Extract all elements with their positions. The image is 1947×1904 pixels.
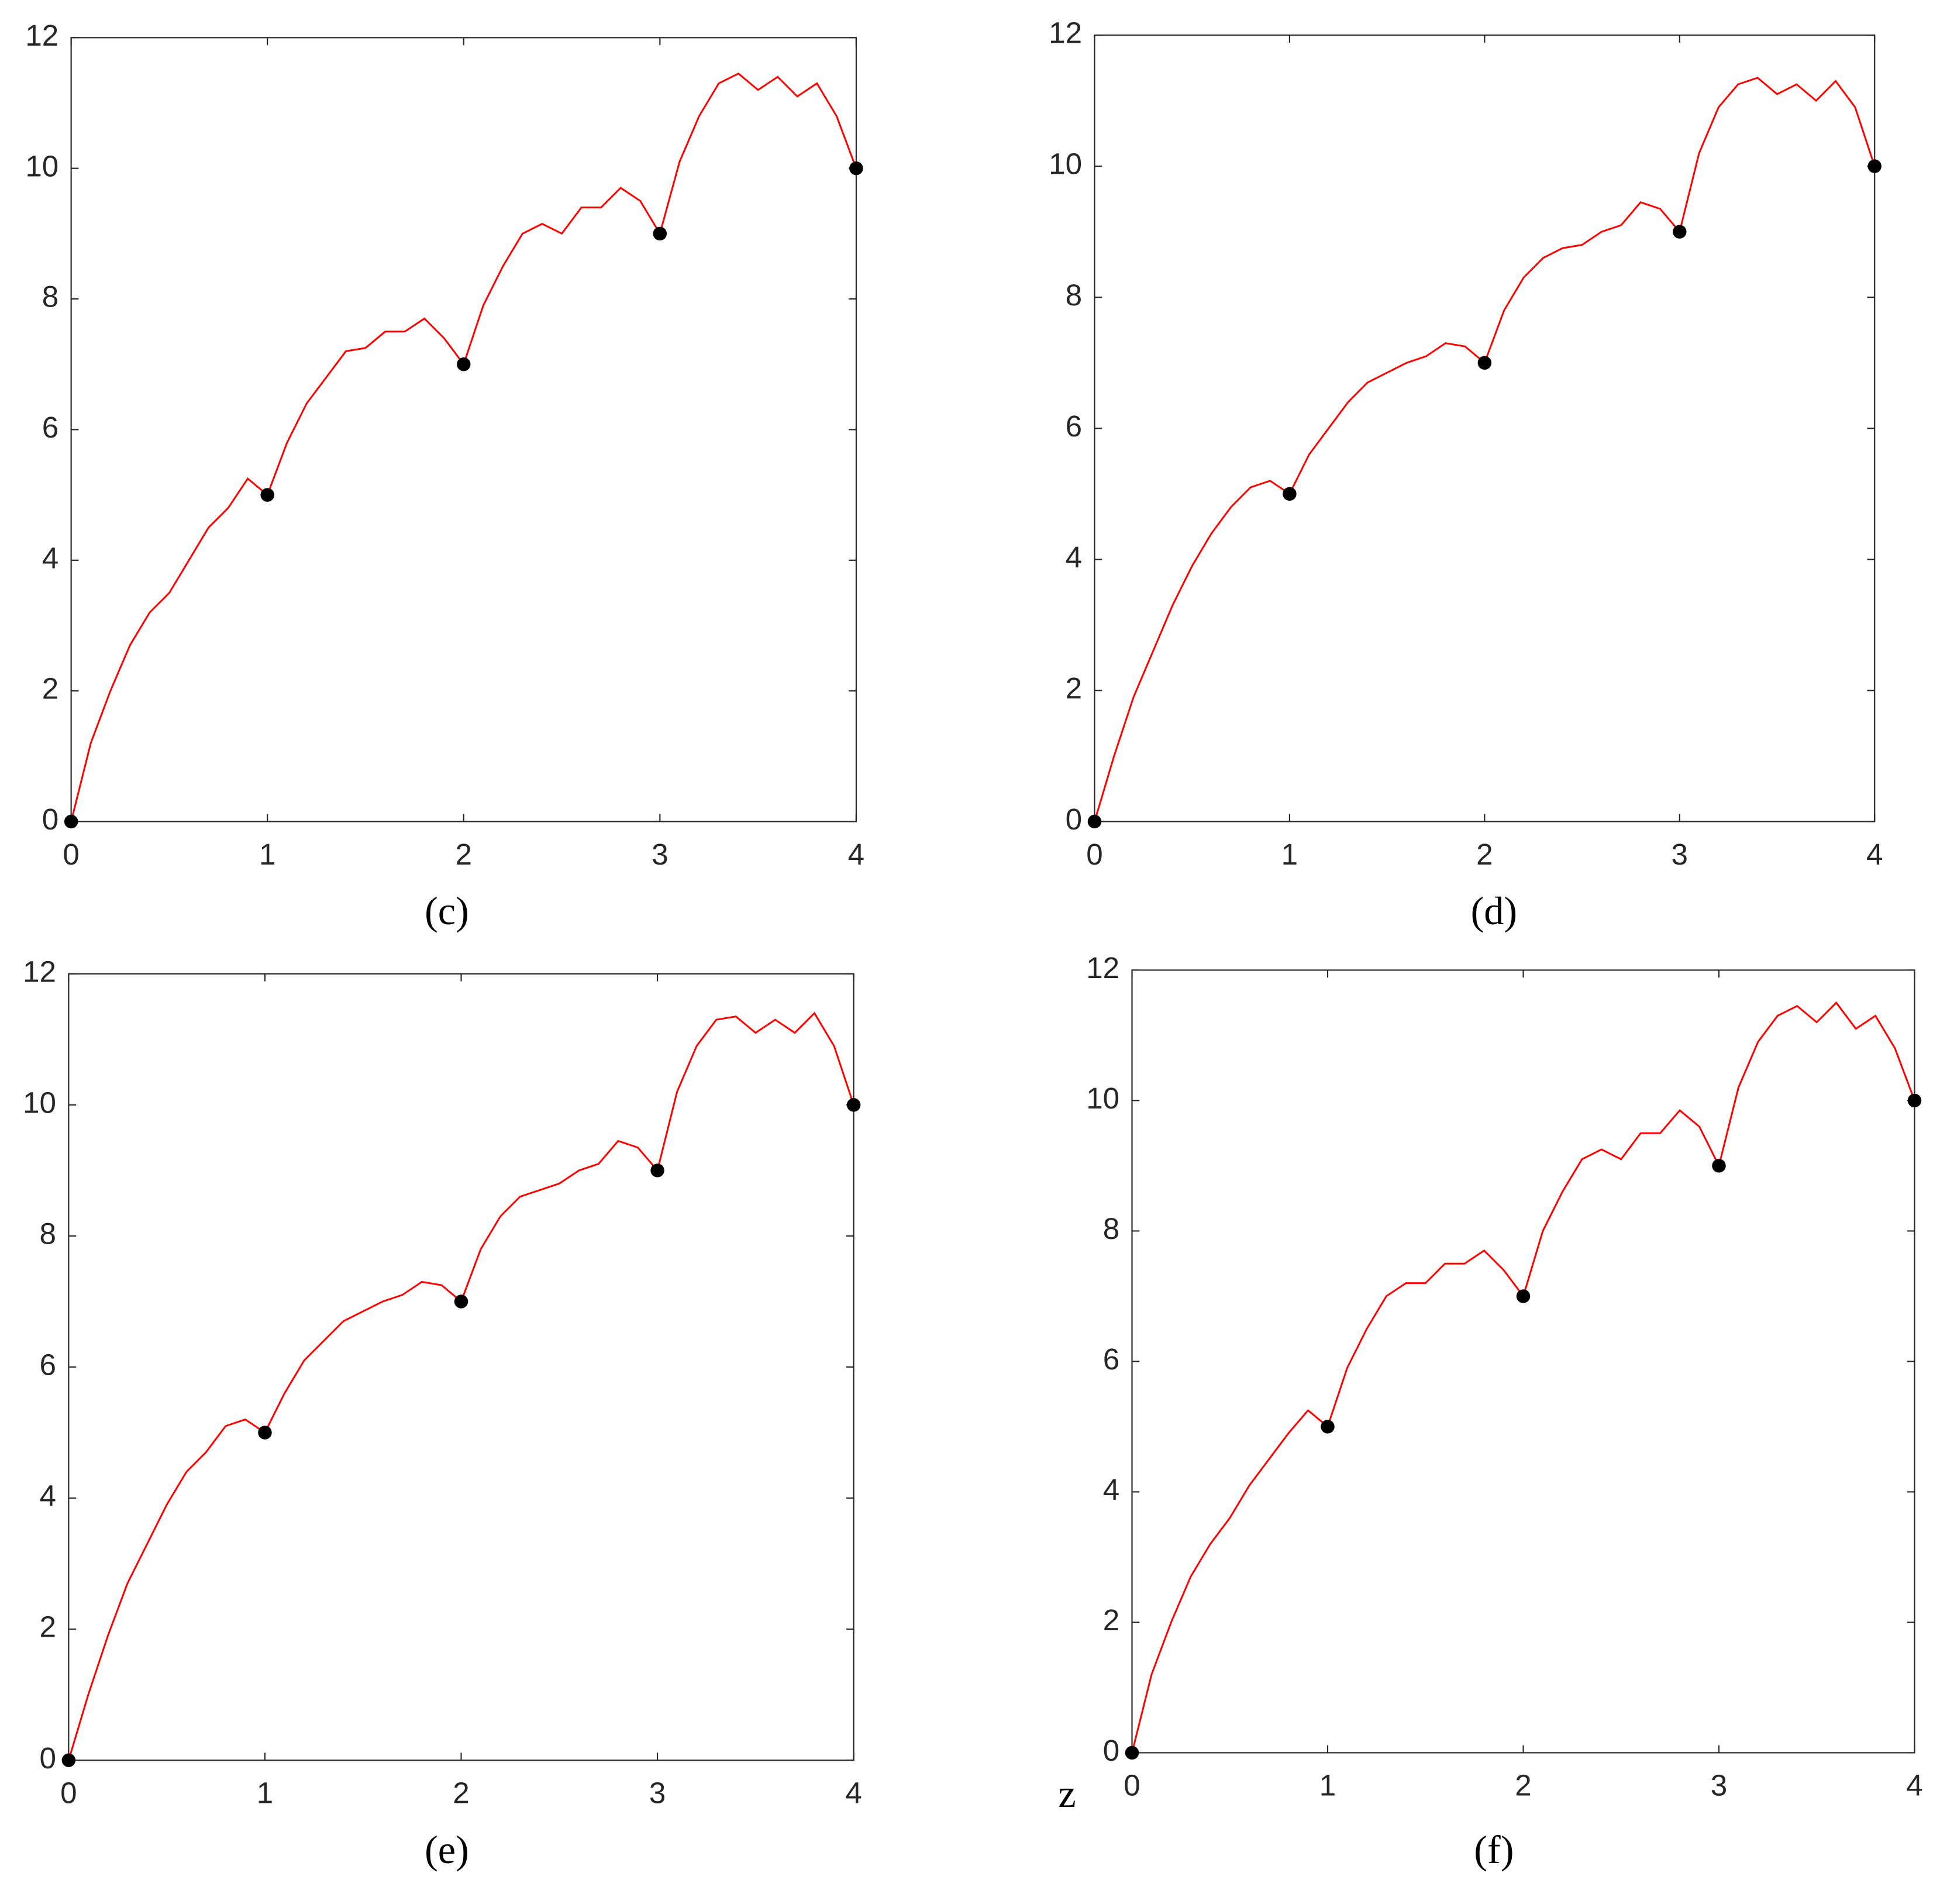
x-tick-label: 2 xyxy=(1476,838,1493,871)
y-tick-label: 6 xyxy=(42,411,58,444)
y-tick-label: 10 xyxy=(23,1086,56,1119)
data-line xyxy=(67,1011,855,1761)
x-tick-label: 1 xyxy=(259,838,275,871)
data-line xyxy=(70,73,857,822)
x-tick-label: 4 xyxy=(848,838,864,871)
data-point xyxy=(1321,1420,1335,1434)
x-tick-label: 4 xyxy=(845,1776,861,1810)
data-point xyxy=(653,226,667,241)
y-tick-label: 6 xyxy=(40,1348,56,1382)
y-tick-label: 8 xyxy=(40,1217,56,1251)
x-tick-label: 3 xyxy=(649,1776,666,1810)
axes-frame xyxy=(70,37,857,822)
y-tick-label: 12 xyxy=(23,955,56,988)
annotation: z xyxy=(1058,1771,1076,1816)
data-point xyxy=(1907,1093,1922,1108)
y-tick-label: 4 xyxy=(40,1479,56,1513)
data-point xyxy=(64,814,78,829)
data-point xyxy=(1867,159,1881,173)
y-tick-label: 2 xyxy=(40,1610,56,1644)
y-tick-label: 12 xyxy=(1086,951,1119,984)
data-point xyxy=(260,488,274,502)
axes-frame xyxy=(68,973,854,1761)
axes-frame xyxy=(1131,969,1915,1754)
data-point xyxy=(61,1753,76,1767)
x-tick-label: 3 xyxy=(1711,1769,1727,1802)
y-tick-label: 2 xyxy=(1066,672,1082,705)
panel-label: (c) xyxy=(425,889,469,933)
data-point xyxy=(1283,487,1297,501)
x-tick-label: 1 xyxy=(257,1776,273,1810)
y-tick-label: 12 xyxy=(25,19,58,52)
y-tick-label: 12 xyxy=(1049,16,1082,50)
y-tick-label: 10 xyxy=(25,149,58,183)
y-tick-label: 0 xyxy=(1103,1734,1119,1767)
y-tick-label: 0 xyxy=(42,803,58,836)
x-tick-label: 3 xyxy=(652,838,668,871)
panel-label: (e) xyxy=(425,1827,469,1872)
y-tick-label: 4 xyxy=(42,541,58,574)
x-tick-label: 2 xyxy=(453,1776,469,1810)
y-tick-label: 4 xyxy=(1103,1473,1119,1506)
x-tick-label: 0 xyxy=(63,838,79,871)
data-line xyxy=(1131,1001,1915,1753)
x-tick-label: 0 xyxy=(60,1776,77,1810)
data-point xyxy=(454,1294,468,1309)
data-point xyxy=(457,357,471,371)
y-tick-label: 0 xyxy=(40,1741,56,1775)
data-point xyxy=(1087,814,1102,829)
data-point xyxy=(1477,356,1492,370)
data-point xyxy=(1712,1159,1726,1173)
x-tick-label: 1 xyxy=(1319,1769,1336,1802)
y-tick-label: 2 xyxy=(1103,1603,1119,1637)
data-point xyxy=(650,1163,664,1177)
y-tick-label: 8 xyxy=(1103,1212,1119,1245)
y-tick-label: 8 xyxy=(1066,278,1082,312)
data-point xyxy=(1516,1289,1531,1303)
y-tick-label: 6 xyxy=(1103,1342,1119,1376)
panel-label: (d) xyxy=(1471,889,1518,933)
data-line xyxy=(1094,77,1876,822)
data-point xyxy=(1125,1745,1139,1760)
data-point xyxy=(846,1098,861,1112)
y-tick-label: 0 xyxy=(1066,803,1082,836)
axes-frame xyxy=(1094,35,1876,822)
x-tick-label: 0 xyxy=(1086,838,1102,871)
x-tick-label: 4 xyxy=(1866,838,1883,871)
x-tick-label: 2 xyxy=(456,838,472,871)
panel-label: (f) xyxy=(1474,1827,1514,1872)
data-point xyxy=(1673,225,1687,239)
x-tick-label: 4 xyxy=(1906,1769,1922,1802)
data-point xyxy=(849,161,863,175)
y-tick-label: 2 xyxy=(42,672,58,705)
y-tick-label: 10 xyxy=(1049,147,1082,181)
y-tick-label: 8 xyxy=(42,280,58,314)
x-tick-label: 2 xyxy=(1515,1769,1531,1802)
y-tick-label: 4 xyxy=(1066,540,1082,574)
data-point xyxy=(258,1426,272,1440)
x-tick-label: 1 xyxy=(1281,838,1298,871)
x-tick-label: 3 xyxy=(1672,838,1688,871)
y-tick-label: 10 xyxy=(1086,1082,1119,1115)
x-tick-label: 0 xyxy=(1124,1769,1140,1802)
y-tick-label: 6 xyxy=(1066,409,1082,443)
